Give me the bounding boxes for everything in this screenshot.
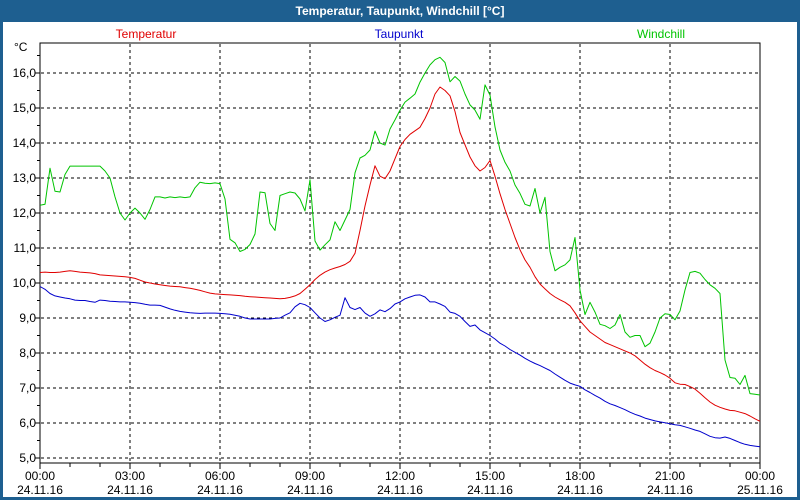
window-title-bar[interactable]: Temperatur, Taupunkt, Windchill [°C] (0, 0, 800, 22)
x-tick-date-label: 24.11.16 (647, 483, 693, 497)
plot-border (39, 42, 761, 464)
series-line-windchill (39, 56, 761, 396)
x-tick-date-label: 24.11.16 (287, 483, 333, 497)
y-tick-label: 14,0 (12, 136, 36, 150)
x-tick-date-label: 24.11.16 (107, 483, 153, 497)
y-tick-label: 8,0 (19, 346, 36, 360)
x-tick-date-label: 24.11.16 (17, 483, 63, 497)
y-axis-unit-label: °C (14, 40, 28, 54)
legend-taupunkt: Taupunkt (374, 27, 424, 41)
y-tick-label: 7,0 (19, 381, 36, 395)
legend-windchill: Windchill (636, 27, 686, 41)
x-tick-date-label: 24.11.16 (197, 483, 243, 497)
legend-temperatur: Temperatur (115, 27, 177, 41)
series-line-taupunkt (39, 286, 761, 448)
y-tick-label: 10,0 (12, 276, 36, 290)
y-tick-label: 5,0 (19, 451, 36, 465)
y-tick-label: 12,0 (12, 206, 36, 220)
y-tick-label: 9,0 (19, 311, 36, 325)
x-tick-date-label: 24.11.16 (377, 483, 423, 497)
x-tick-time-label: 12:00 (384, 469, 416, 483)
x-tick-date-label: 24.11.16 (467, 483, 513, 497)
series-line-temperatur (39, 86, 761, 422)
y-tick-label: 11,0 (13, 241, 36, 255)
x-tick-time-label: 18:00 (564, 469, 596, 483)
x-tick-time-label: 00:00 (24, 469, 56, 483)
x-tick-time-label: 00:00 (744, 469, 776, 483)
y-tick-label: 6,0 (19, 416, 36, 430)
y-tick-label: 16,0 (12, 66, 36, 80)
x-tick-time-label: 09:00 (294, 469, 326, 483)
x-tick-time-label: 03:00 (114, 469, 146, 483)
window-title: Temperatur, Taupunkt, Windchill [°C] (295, 4, 505, 18)
x-tick-time-label: 15:00 (474, 469, 506, 483)
x-tick-time-label: 06:00 (204, 469, 236, 483)
y-tick-label: 15,0 (12, 101, 36, 115)
x-tick-time-label: 21:00 (654, 469, 686, 483)
x-tick-date-label: 24.11.16 (557, 483, 603, 497)
x-tick-date-label: 25.11.16 (737, 483, 783, 497)
y-tick-label: 13,0 (12, 171, 36, 185)
